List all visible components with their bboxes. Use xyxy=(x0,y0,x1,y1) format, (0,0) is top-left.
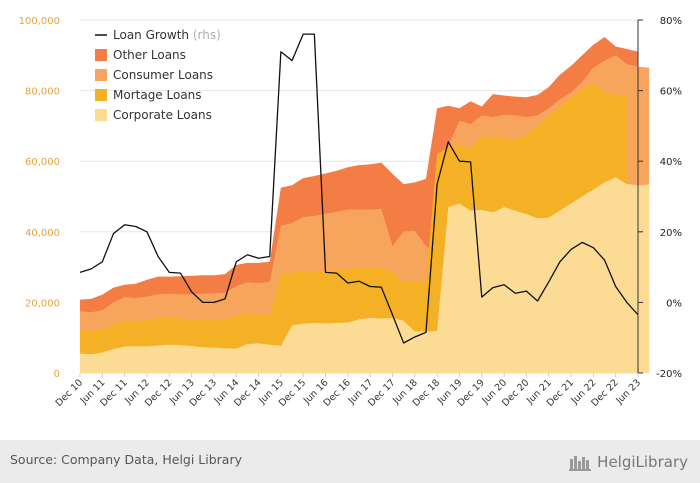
legend-corporate-loans-label: Corporate Loans xyxy=(113,108,212,122)
x-tick-label: Jun 23 xyxy=(613,377,643,407)
source-note: Source: Company Data, Helgi Library xyxy=(10,452,243,467)
y-left-tick-label: 40,000 xyxy=(25,228,60,239)
area-layer xyxy=(80,36,650,374)
legend-mortage-loans-label: Mortage Loans xyxy=(113,88,202,102)
legend-mortage-loans-swatch xyxy=(95,89,107,101)
x-tick-label: Dec 10 xyxy=(54,377,85,408)
y-left-tick-label: 20,000 xyxy=(25,298,60,309)
y-right-tick-label: 0% xyxy=(666,298,682,309)
brand-logo: HelgiLibrary xyxy=(569,450,688,474)
line-layer xyxy=(79,33,639,344)
y-left-tick-label: 60,000 xyxy=(25,157,60,168)
legend-note: (rhs) xyxy=(193,28,221,42)
legend-loan-growth-label: Loan Growth (rhs) xyxy=(113,28,221,42)
legend-corporate-loans-swatch xyxy=(95,109,107,121)
y-right-tick-label: -20% xyxy=(656,369,682,380)
area-corporate-loans xyxy=(80,177,650,373)
y-right-tick-label: 20% xyxy=(660,228,682,239)
loan-chart: 0 20,000 40,000 60,000 80,000 100,000 -20% 0% 20… xyxy=(19,16,682,409)
line-loan-growth xyxy=(79,33,639,344)
y-right-tick-label: 80% xyxy=(660,16,682,27)
legend: Loan Growth (rhs) Other Loans Consumer Lo… xyxy=(95,28,221,122)
library-icon xyxy=(569,456,592,471)
footer: Source: Company Data, Helgi Library Helg… xyxy=(0,440,700,483)
legend-consumer-loans-label: Consumer Loans xyxy=(113,68,213,82)
brand-name: HelgiLibrary xyxy=(597,453,688,471)
y-left-tick-label: 100,000 xyxy=(19,16,60,27)
legend-other-loans-swatch xyxy=(95,49,107,61)
legend-consumer-loans-swatch xyxy=(95,69,107,81)
y-right-tick-label: 40% xyxy=(660,157,682,168)
legend-other-loans-label: Other Loans xyxy=(113,48,186,62)
y-right-tick-label: 60% xyxy=(660,87,682,98)
y-left-tick-label: 0 xyxy=(54,369,60,380)
y-left-tick-label: 80,000 xyxy=(25,87,60,98)
